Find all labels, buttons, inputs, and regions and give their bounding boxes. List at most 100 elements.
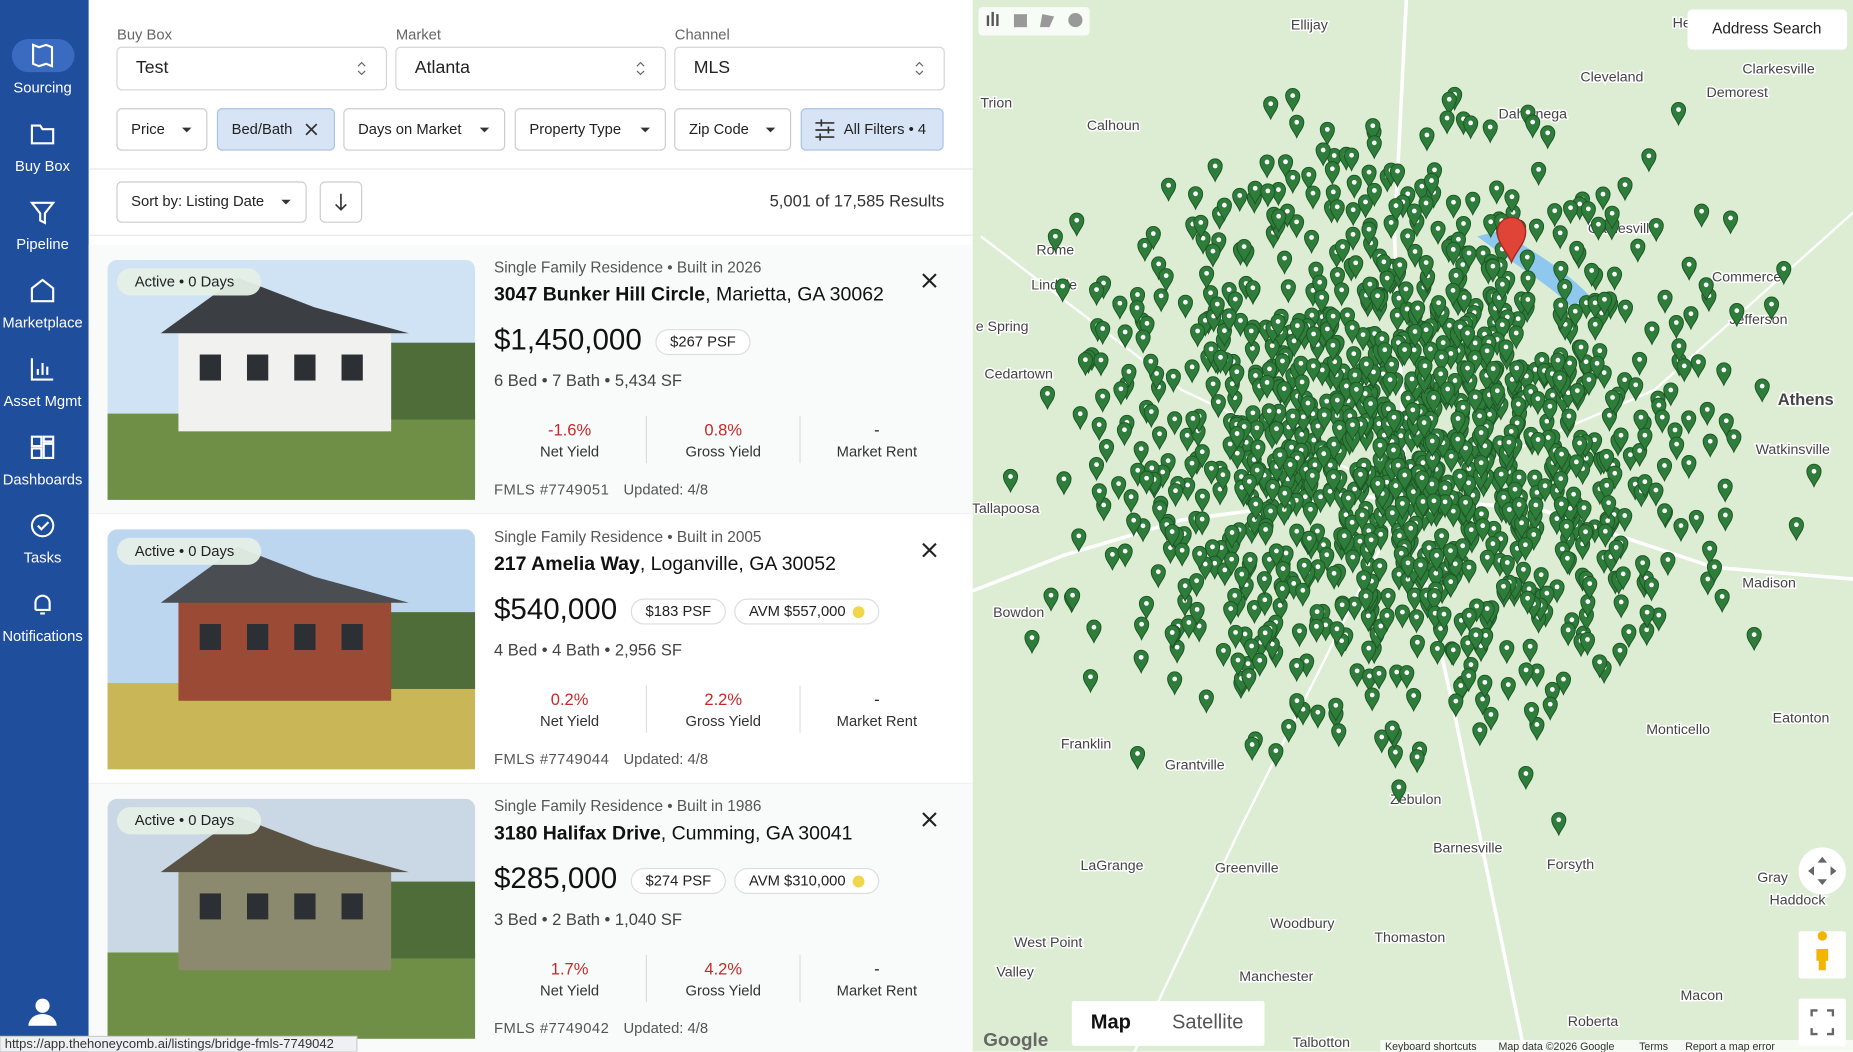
map-type-map[interactable]: Map xyxy=(1091,1012,1131,1034)
address-search[interactable] xyxy=(1687,9,1848,50)
pin-dot xyxy=(1442,485,1448,491)
filter-chip[interactable] xyxy=(343,108,506,151)
hand-icon[interactable] xyxy=(986,11,999,26)
nav-icon[interactable] xyxy=(32,43,54,68)
attribution-link[interactable]: Map data ©2026 Google xyxy=(1498,1041,1614,1052)
photo-trees xyxy=(379,342,476,420)
poly-icon[interactable] xyxy=(1039,14,1055,28)
camera-control[interactable] xyxy=(1798,847,1846,895)
filter-chip[interactable] xyxy=(216,108,336,151)
sidebar-items: Sourcing Buy Box Pipeline Marketplace Asset … xyxy=(2,38,83,645)
pin-dot xyxy=(1487,412,1492,417)
pin-dot xyxy=(1521,566,1526,572)
pin-dot xyxy=(1505,682,1511,687)
pin-dot xyxy=(1306,172,1312,177)
pin-dot xyxy=(1461,221,1466,226)
pin-dot xyxy=(1346,495,1351,501)
sort-select[interactable] xyxy=(116,181,307,223)
pin-dot xyxy=(1497,440,1503,446)
user-icon[interactable] xyxy=(35,998,50,1013)
pin-dot xyxy=(1101,280,1106,286)
metric-label: Market Rent xyxy=(837,983,917,999)
place-label: Talbotton xyxy=(1292,1035,1350,1051)
pin-dot xyxy=(1309,312,1315,318)
nav-label[interactable]: Dashboards xyxy=(3,472,83,488)
pin-dot xyxy=(1547,701,1553,707)
nav-icon[interactable] xyxy=(29,201,56,225)
nav-icon[interactable] xyxy=(30,435,55,459)
pin-dot xyxy=(1637,357,1642,362)
fullscreen[interactable] xyxy=(1798,998,1846,1046)
nav-icon[interactable] xyxy=(30,124,55,145)
chip-clear[interactable] xyxy=(305,123,318,136)
dismiss[interactable] xyxy=(922,542,937,558)
pin-dot xyxy=(1695,359,1701,365)
attribution-link[interactable]: Keyboard shortcuts xyxy=(1385,1041,1477,1052)
circle-icon[interactable] xyxy=(1068,12,1083,28)
pin-dot xyxy=(1558,266,1564,271)
pin-dot xyxy=(1353,260,1359,266)
pin-dot xyxy=(1172,416,1178,422)
nav-icon[interactable] xyxy=(30,358,54,381)
metric-label: Market Rent xyxy=(837,714,917,730)
pin-dot xyxy=(1410,489,1416,495)
place-labels: EllijayHelenClevelandDemorestClarkesvill… xyxy=(973,14,1836,1052)
nav-label[interactable]: Sourcing xyxy=(13,81,71,97)
nav-icon[interactable] xyxy=(30,513,55,538)
place-label: Greenville xyxy=(1215,860,1279,876)
filter-chip[interactable] xyxy=(674,108,792,151)
listing-specs: 6 Bed • 7 Bath • 5,434 SF xyxy=(494,371,682,390)
nav-label[interactable]: Buy Box xyxy=(15,159,71,175)
pin-dot xyxy=(1662,463,1667,468)
status-badge-label: Active • 0 Days xyxy=(135,274,235,290)
pin-dot xyxy=(1361,575,1367,581)
pin-dot xyxy=(1349,325,1355,330)
pin-dot xyxy=(1154,371,1159,376)
pin-dot xyxy=(1592,437,1597,443)
pin-dot xyxy=(1626,629,1632,635)
nav-label[interactable]: Marketplace xyxy=(2,316,82,332)
select[interactable] xyxy=(116,46,388,91)
filter-chip[interactable] xyxy=(800,108,944,151)
nav-label[interactable]: Pipeline xyxy=(16,237,69,253)
pin-dot xyxy=(1448,351,1454,356)
rect-icon[interactable] xyxy=(1013,14,1027,28)
nav-label[interactable]: Asset Mgmt xyxy=(4,394,82,410)
pin-dot xyxy=(1455,436,1461,442)
nav-label[interactable]: Notifications xyxy=(2,629,82,645)
pin-dot xyxy=(1363,593,1369,599)
pin-dot xyxy=(1281,386,1287,391)
attribution-link[interactable]: Terms xyxy=(1639,1041,1668,1052)
filter-chip[interactable] xyxy=(514,108,666,151)
pin-dot xyxy=(1419,475,1425,481)
place-label: Forsyth xyxy=(1547,857,1594,873)
pin-dot xyxy=(1403,286,1409,292)
status-badge-label: Active • 0 Days xyxy=(135,813,235,829)
pin-dot xyxy=(1226,313,1232,319)
pin-dot xyxy=(1408,525,1414,531)
pin-dot xyxy=(1436,300,1441,306)
pin-dot xyxy=(1140,523,1146,529)
pin-dot xyxy=(1676,107,1681,112)
pin-dot xyxy=(1561,676,1566,682)
photo-window xyxy=(341,354,363,381)
nav-label[interactable]: Tasks xyxy=(24,551,62,567)
pin-dot xyxy=(1189,364,1195,370)
pin-dot xyxy=(1490,541,1496,547)
pin-dot xyxy=(1440,340,1446,346)
nav-icon[interactable] xyxy=(34,594,51,615)
select[interactable] xyxy=(674,46,945,91)
dismiss[interactable] xyxy=(922,273,937,288)
map-type-satellite[interactable]: Satellite xyxy=(1172,1012,1243,1034)
place-label: Madison xyxy=(1742,576,1796,592)
camera-arrows xyxy=(1808,856,1837,886)
filter-chip[interactable] xyxy=(116,108,208,151)
attribution-link[interactable]: Report a map error xyxy=(1685,1041,1775,1052)
nav-icon[interactable] xyxy=(30,278,55,303)
dismiss[interactable] xyxy=(922,812,937,827)
pin-dot xyxy=(1674,441,1679,447)
pin-dot xyxy=(1442,499,1448,505)
pin-dot xyxy=(1524,254,1530,260)
select[interactable] xyxy=(395,46,666,91)
pin-dot xyxy=(1438,371,1444,377)
